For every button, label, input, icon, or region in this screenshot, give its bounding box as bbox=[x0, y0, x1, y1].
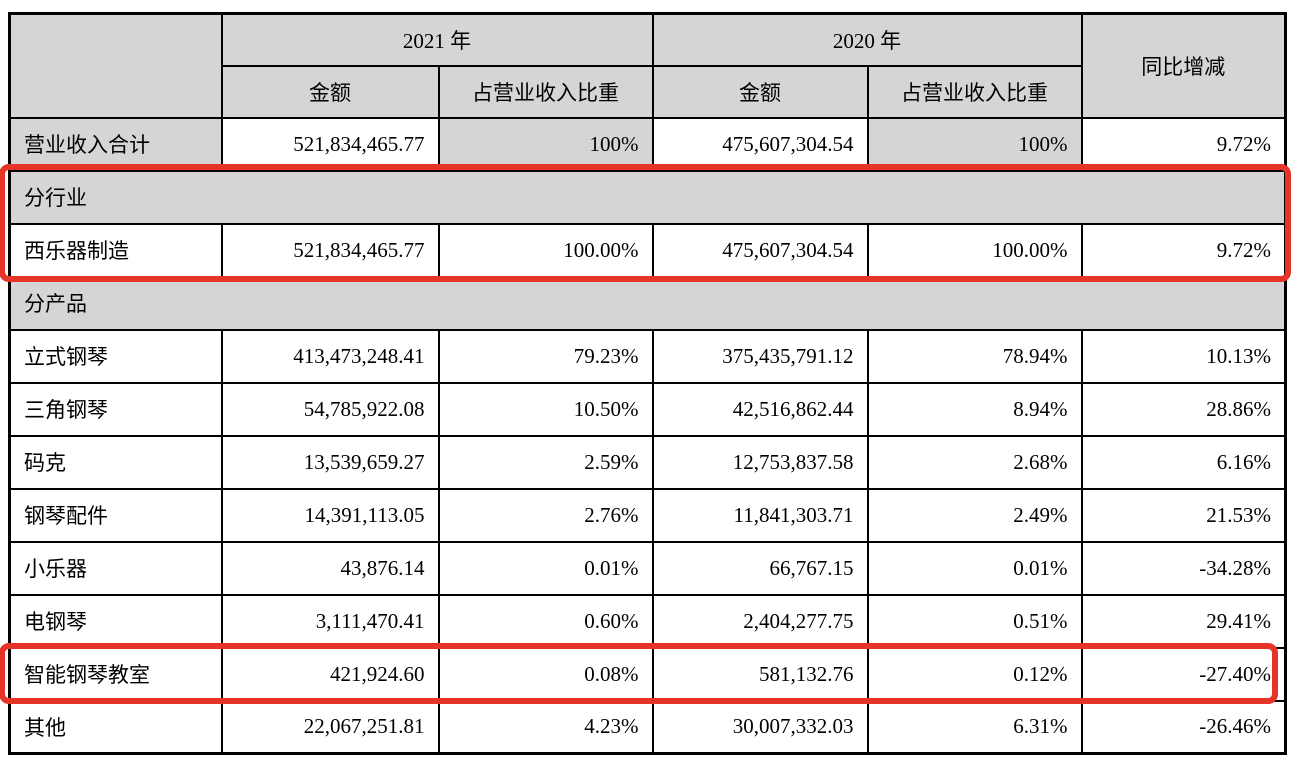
cell-amount-2020: 11,841,303.71 bbox=[651, 487, 869, 543]
cell-share-2020: 6.31% bbox=[866, 699, 1083, 755]
header-yoy: 同比增减 bbox=[1080, 12, 1287, 119]
cell-label: 其他 bbox=[8, 699, 223, 755]
header-amount-2020: 金额 bbox=[651, 64, 869, 119]
cell-label: 智能钢琴教室 bbox=[8, 646, 223, 702]
row-total-revenue: 营业收入合计 521,834,465.77 100% 475,607,304.5… bbox=[8, 116, 1287, 172]
cell-label: 码克 bbox=[8, 434, 223, 490]
header-amount-2021: 金额 bbox=[220, 64, 440, 119]
cell-yoy: 9.72% bbox=[1080, 222, 1287, 278]
cell-amount-2021: 3,111,470.41 bbox=[220, 593, 440, 649]
cell-yoy: -27.40% bbox=[1080, 646, 1287, 702]
cell-amount-2020: 2,404,277.75 bbox=[651, 593, 869, 649]
cell-share-2020: 2.68% bbox=[866, 434, 1083, 490]
cell-label: 三角钢琴 bbox=[8, 381, 223, 437]
cell-amount-2020: 42,516,862.44 bbox=[651, 381, 869, 437]
cell-share-2020: 0.01% bbox=[866, 540, 1083, 596]
cell-amount-2021: 521,834,465.77 bbox=[220, 116, 440, 172]
header-share-2021: 占营业收入比重 bbox=[437, 64, 654, 119]
cell-label: 营业收入合计 bbox=[8, 116, 223, 172]
cell-share-2020: 78.94% bbox=[866, 328, 1083, 384]
cell-share-2021: 100% bbox=[437, 116, 654, 172]
header-row-years: 2021 年 2020 年 同比增减 bbox=[8, 12, 1287, 119]
cell-section-label: 分产品 bbox=[8, 275, 1287, 331]
cell-label: 小乐器 bbox=[8, 540, 223, 596]
cell-amount-2020: 375,435,791.12 bbox=[651, 328, 869, 384]
cell-share-2021: 100.00% bbox=[437, 222, 654, 278]
cell-yoy: 9.72% bbox=[1080, 116, 1287, 172]
cell-yoy: -34.28% bbox=[1080, 540, 1287, 596]
row-piano-parts: 钢琴配件 14,391,113.05 2.76% 11,841,303.71 2… bbox=[8, 487, 1287, 543]
row-grand-piano: 三角钢琴 54,785,922.08 10.50% 42,516,862.44 … bbox=[8, 381, 1287, 437]
header-row-metrics: 金额 占营业收入比重 金额 占营业收入比重 bbox=[10, 64, 1286, 119]
section-row-product: 分产品 bbox=[8, 275, 1287, 331]
row-others: 其他 22,067,251.81 4.23% 30,007,332.03 6.3… bbox=[8, 699, 1287, 755]
cell-yoy: 21.53% bbox=[1080, 487, 1287, 543]
cell-amount-2020: 475,607,304.54 bbox=[651, 222, 869, 278]
cell-amount-2020: 30,007,332.03 bbox=[651, 699, 869, 755]
cell-share-2021: 4.23% bbox=[437, 699, 654, 755]
revenue-table: 2021 年 2020 年 同比增减 金额 占营业收入比重 金额 占营业收入比重… bbox=[8, 12, 1287, 755]
cell-share-2021: 10.50% bbox=[437, 381, 654, 437]
cell-yoy: 28.86% bbox=[1080, 381, 1287, 437]
cell-yoy: -26.46% bbox=[1080, 699, 1287, 755]
cell-yoy: 10.13% bbox=[1080, 328, 1287, 384]
cell-share-2021: 2.59% bbox=[437, 434, 654, 490]
cell-amount-2021: 14,391,113.05 bbox=[220, 487, 440, 543]
cell-amount-2021: 43,876.14 bbox=[220, 540, 440, 596]
cell-label: 立式钢琴 bbox=[8, 328, 223, 384]
cell-amount-2020: 475,607,304.54 bbox=[651, 116, 869, 172]
cell-amount-2020: 66,767.15 bbox=[651, 540, 869, 596]
cell-share-2021: 0.08% bbox=[437, 646, 654, 702]
header-2021: 2021 年 bbox=[220, 12, 654, 67]
row-upright-piano: 立式钢琴 413,473,248.41 79.23% 375,435,791.1… bbox=[8, 328, 1287, 384]
cell-share-2020: 100% bbox=[866, 116, 1083, 172]
cell-label: 钢琴配件 bbox=[8, 487, 223, 543]
cell-share-2020: 0.12% bbox=[866, 646, 1083, 702]
row-mark: 码克 13,539,659.27 2.59% 12,753,837.58 2.6… bbox=[8, 434, 1287, 490]
cell-yoy: 6.16% bbox=[1080, 434, 1287, 490]
header-share-2020: 占营业收入比重 bbox=[866, 64, 1083, 119]
cell-amount-2021: 421,924.60 bbox=[220, 646, 440, 702]
cell-amount-2020: 12,753,837.58 bbox=[651, 434, 869, 490]
cell-share-2021: 0.60% bbox=[437, 593, 654, 649]
section-row-industry: 分行业 bbox=[8, 169, 1287, 225]
cell-section-label: 分行业 bbox=[8, 169, 1287, 225]
header-2020: 2020 年 bbox=[651, 12, 1083, 67]
row-west-instrument-mfg: 西乐器制造 521,834,465.77 100.00% 475,607,304… bbox=[8, 222, 1287, 278]
cell-share-2020: 2.49% bbox=[866, 487, 1083, 543]
table-wrapper: 2021 年 2020 年 同比增减 金额 占营业收入比重 金额 占营业收入比重… bbox=[0, 12, 1291, 755]
cell-label: 西乐器制造 bbox=[8, 222, 223, 278]
corner-cell bbox=[8, 12, 223, 119]
cell-share-2021: 79.23% bbox=[437, 328, 654, 384]
cell-share-2021: 2.76% bbox=[437, 487, 654, 543]
cell-amount-2021: 54,785,922.08 bbox=[220, 381, 440, 437]
row-digital-piano: 电钢琴 3,111,470.41 0.60% 2,404,277.75 0.51… bbox=[8, 593, 1287, 649]
cell-share-2020: 8.94% bbox=[866, 381, 1083, 437]
row-small-instruments: 小乐器 43,876.14 0.01% 66,767.15 0.01% -34.… bbox=[8, 540, 1287, 596]
row-smart-piano-classroom: 智能钢琴教室 421,924.60 0.08% 581,132.76 0.12%… bbox=[8, 646, 1287, 702]
cell-share-2020: 100.00% bbox=[866, 222, 1083, 278]
cell-yoy: 29.41% bbox=[1080, 593, 1287, 649]
cell-share-2021: 0.01% bbox=[437, 540, 654, 596]
cell-share-2020: 0.51% bbox=[866, 593, 1083, 649]
cell-amount-2021: 13,539,659.27 bbox=[220, 434, 440, 490]
cell-amount-2021: 521,834,465.77 bbox=[220, 222, 440, 278]
cell-amount-2021: 22,067,251.81 bbox=[220, 699, 440, 755]
cell-label: 电钢琴 bbox=[8, 593, 223, 649]
cell-amount-2021: 413,473,248.41 bbox=[220, 328, 440, 384]
cell-amount-2020: 581,132.76 bbox=[651, 646, 869, 702]
